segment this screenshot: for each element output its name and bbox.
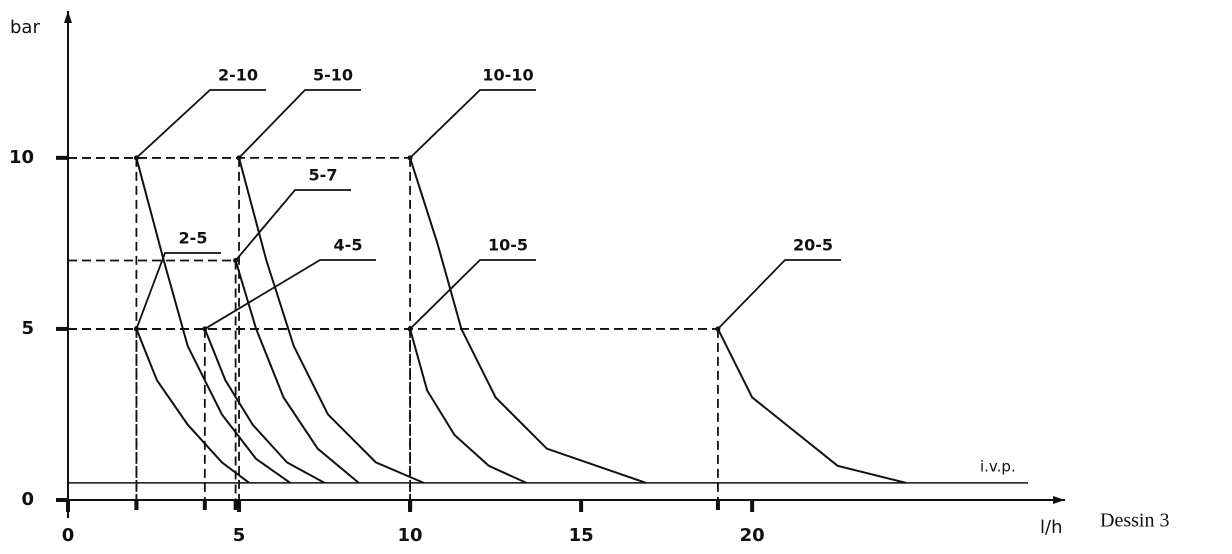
curve-label: 2-5 bbox=[179, 229, 208, 248]
curve-label: 20-5 bbox=[793, 236, 833, 255]
y-axis-label: bar bbox=[10, 17, 40, 38]
curve-label: 5-7 bbox=[309, 166, 338, 185]
curve bbox=[717, 328, 907, 484]
y-axis-arrow bbox=[64, 11, 72, 23]
leader bbox=[717, 259, 841, 330]
leader bbox=[238, 89, 361, 159]
leader bbox=[204, 259, 376, 330]
curve-label: 10-5 bbox=[488, 236, 528, 255]
leader bbox=[135, 89, 266, 159]
x-tick-label: 20 bbox=[740, 525, 765, 546]
y-tick-label: 5 bbox=[21, 318, 34, 339]
y-tick-label: 0 bbox=[21, 489, 34, 510]
leader bbox=[234, 189, 351, 262]
curve bbox=[238, 157, 425, 484]
leader bbox=[409, 89, 536, 159]
reference-label: i.v.p. bbox=[980, 457, 1016, 475]
curve-label: 4-5 bbox=[334, 236, 363, 255]
x-axis-label: l/h bbox=[1040, 517, 1062, 538]
curve-label: 5-10 bbox=[313, 66, 353, 85]
curve bbox=[409, 157, 647, 484]
caption: Dessin 3 bbox=[1100, 510, 1169, 532]
x-tick-label: 5 bbox=[233, 525, 246, 546]
curve bbox=[409, 328, 527, 484]
curve bbox=[135, 328, 250, 484]
curve-label: 10-10 bbox=[482, 66, 533, 85]
x-axis-arrow bbox=[1053, 496, 1065, 504]
x-tick-label: 15 bbox=[569, 525, 594, 546]
curve-label: 2-10 bbox=[218, 66, 258, 85]
leader bbox=[409, 259, 536, 330]
curve bbox=[135, 157, 291, 484]
y-tick-label: 10 bbox=[9, 147, 34, 168]
leader bbox=[135, 252, 221, 330]
x-tick-label: 10 bbox=[398, 525, 423, 546]
x-tick-label: 0 bbox=[62, 525, 75, 546]
curve bbox=[203, 328, 326, 484]
curve bbox=[234, 260, 360, 484]
